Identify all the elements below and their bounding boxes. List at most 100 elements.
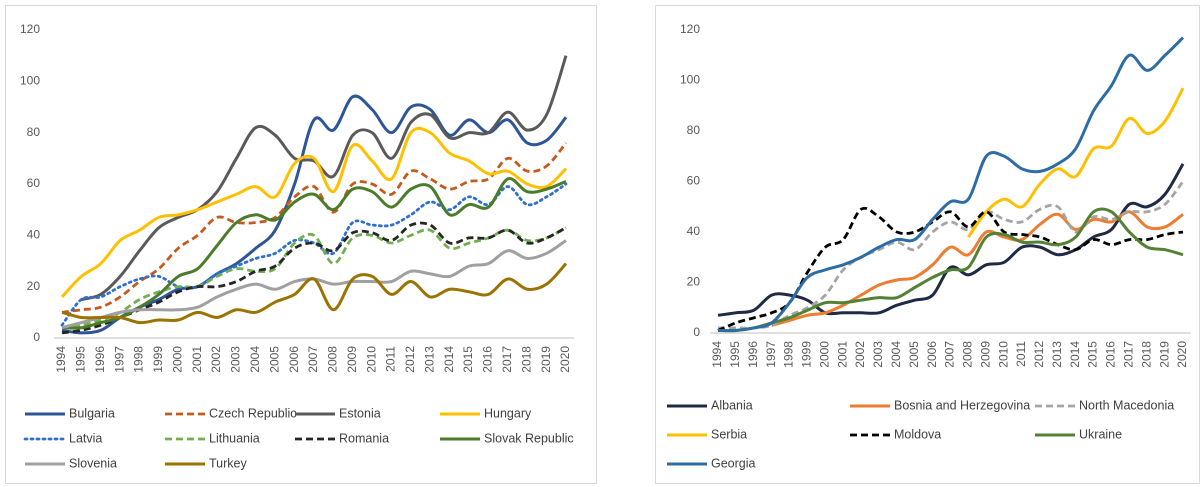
- x-tick-label: 2003: [229, 346, 243, 373]
- x-tick-label: 2012: [1032, 341, 1046, 368]
- y-tick-label: 0: [33, 330, 40, 344]
- x-tick-label: 1996: [93, 346, 107, 373]
- x-tick-label: 1998: [132, 346, 146, 373]
- series-line: [61, 177, 567, 330]
- series-line: [717, 36, 1185, 333]
- x-tick-label: 2005: [267, 346, 281, 373]
- x-tick-label: 2007: [306, 346, 320, 373]
- x-tick-label: 2004: [889, 341, 903, 368]
- legend-label: Serbia: [711, 427, 747, 441]
- x-tick-label: 2002: [853, 341, 867, 368]
- x-tick-label: 2016: [481, 346, 495, 373]
- series-line: [717, 207, 1184, 333]
- series-line: [60, 182, 568, 327]
- series-line: [717, 206, 1184, 332]
- series-line: [81, 55, 568, 301]
- x-tick-label: 2006: [287, 346, 301, 373]
- y-tick-label: 100: [680, 73, 700, 87]
- x-tick-label: 2015: [461, 346, 475, 373]
- legend-label: Lithuania: [209, 431, 260, 445]
- y-tick-label: 60: [687, 174, 701, 188]
- y-tick-label: 60: [27, 176, 41, 190]
- x-tick-label: 2014: [1068, 341, 1082, 368]
- x-tick-label: 2017: [500, 346, 514, 373]
- x-tick-label: 1997: [764, 341, 778, 368]
- x-tick-label: 1997: [112, 346, 126, 373]
- x-tick-label: 2011: [384, 346, 398, 372]
- x-tick-label: 2003: [871, 341, 885, 368]
- x-tick-label: 1994: [710, 341, 724, 368]
- y-tick-label: 100: [20, 74, 40, 88]
- y-tick-label: 40: [687, 224, 701, 238]
- x-tick-label: 2015: [1086, 341, 1100, 368]
- y-tick-label: 80: [687, 123, 701, 137]
- legend-label: Ukraine: [1079, 427, 1122, 441]
- legend-label: Georgia: [711, 456, 756, 470]
- y-tick-label: 80: [27, 125, 41, 139]
- legend-label: Bulgaria: [69, 406, 115, 420]
- x-tick-label: 2018: [519, 346, 533, 373]
- legend-label: Bosnia and Herzegovina: [894, 398, 1030, 412]
- series-line: [61, 142, 568, 314]
- series-line: [60, 126, 568, 298]
- x-tick-label: 2019: [1157, 341, 1171, 368]
- x-tick-label: 2011: [1014, 341, 1028, 367]
- series-line: [717, 163, 1185, 317]
- x-tick-label: 2017: [1122, 341, 1136, 368]
- x-tick-label: 2009: [978, 341, 992, 368]
- x-tick-label: 2019: [539, 346, 553, 373]
- x-tick-label: 2020: [558, 346, 572, 373]
- y-tick-label: 0: [693, 325, 700, 339]
- series-line: [771, 210, 1184, 327]
- x-tick-label: 1999: [151, 346, 165, 373]
- legend-label: Moldova: [894, 427, 941, 441]
- x-tick-label: 1999: [800, 341, 814, 368]
- y-tick-label: 40: [27, 228, 41, 242]
- legend-label: Estonia: [339, 406, 381, 420]
- legend-label: Hungary: [484, 406, 532, 420]
- x-tick-label: 2014: [442, 346, 456, 373]
- legend-label: Slovak Republic: [484, 431, 574, 445]
- x-tick-label: 2000: [817, 341, 831, 368]
- legend-label: Latvia: [69, 431, 102, 445]
- legend-label: Albania: [711, 398, 753, 412]
- x-tick-label: 2008: [326, 346, 340, 373]
- x-tick-label: 2006: [925, 341, 939, 368]
- x-tick-label: 2020: [1175, 341, 1189, 368]
- x-tick-label: 2001: [190, 346, 204, 373]
- series-line: [61, 221, 567, 335]
- series-line: [61, 226, 567, 330]
- y-tick-label: 20: [687, 275, 701, 289]
- x-tick-label: 2004: [248, 346, 262, 373]
- x-tick-label: 1995: [74, 346, 88, 373]
- x-tick-label: 2009: [345, 346, 359, 373]
- legend-label: Turkey: [209, 456, 247, 470]
- x-tick-label: 2002: [209, 346, 223, 373]
- x-tick-label: 2012: [403, 346, 417, 373]
- x-tick-label: 1998: [782, 341, 796, 368]
- y-tick-label: 120: [20, 22, 40, 36]
- series-line: [967, 87, 1185, 238]
- x-tick-label: 2018: [1139, 341, 1153, 368]
- x-tick-label: 2008: [961, 341, 975, 368]
- legend-label: North Macedonia: [1079, 398, 1174, 412]
- x-tick-label: 2010: [996, 341, 1010, 368]
- y-tick-label: 20: [27, 279, 41, 293]
- legend-label: Czech Republic: [209, 406, 297, 420]
- chart-frame: [655, 5, 1200, 484]
- x-tick-label: 1995: [728, 341, 742, 368]
- x-tick-label: 2007: [943, 341, 957, 368]
- x-tick-label: 2010: [364, 346, 378, 373]
- x-tick-label: 2005: [907, 341, 921, 368]
- x-tick-label: 2001: [835, 341, 849, 368]
- x-tick-label: 2016: [1104, 341, 1118, 368]
- y-tick-label: 120: [680, 22, 700, 36]
- series-line: [718, 180, 1185, 330]
- chart-frame: [5, 5, 597, 484]
- x-tick-label: 1994: [54, 346, 68, 373]
- x-tick-label: 2013: [1050, 341, 1064, 368]
- series-line: [61, 262, 568, 325]
- legend-label: Romania: [339, 431, 389, 445]
- x-tick-label: 2013: [422, 346, 436, 373]
